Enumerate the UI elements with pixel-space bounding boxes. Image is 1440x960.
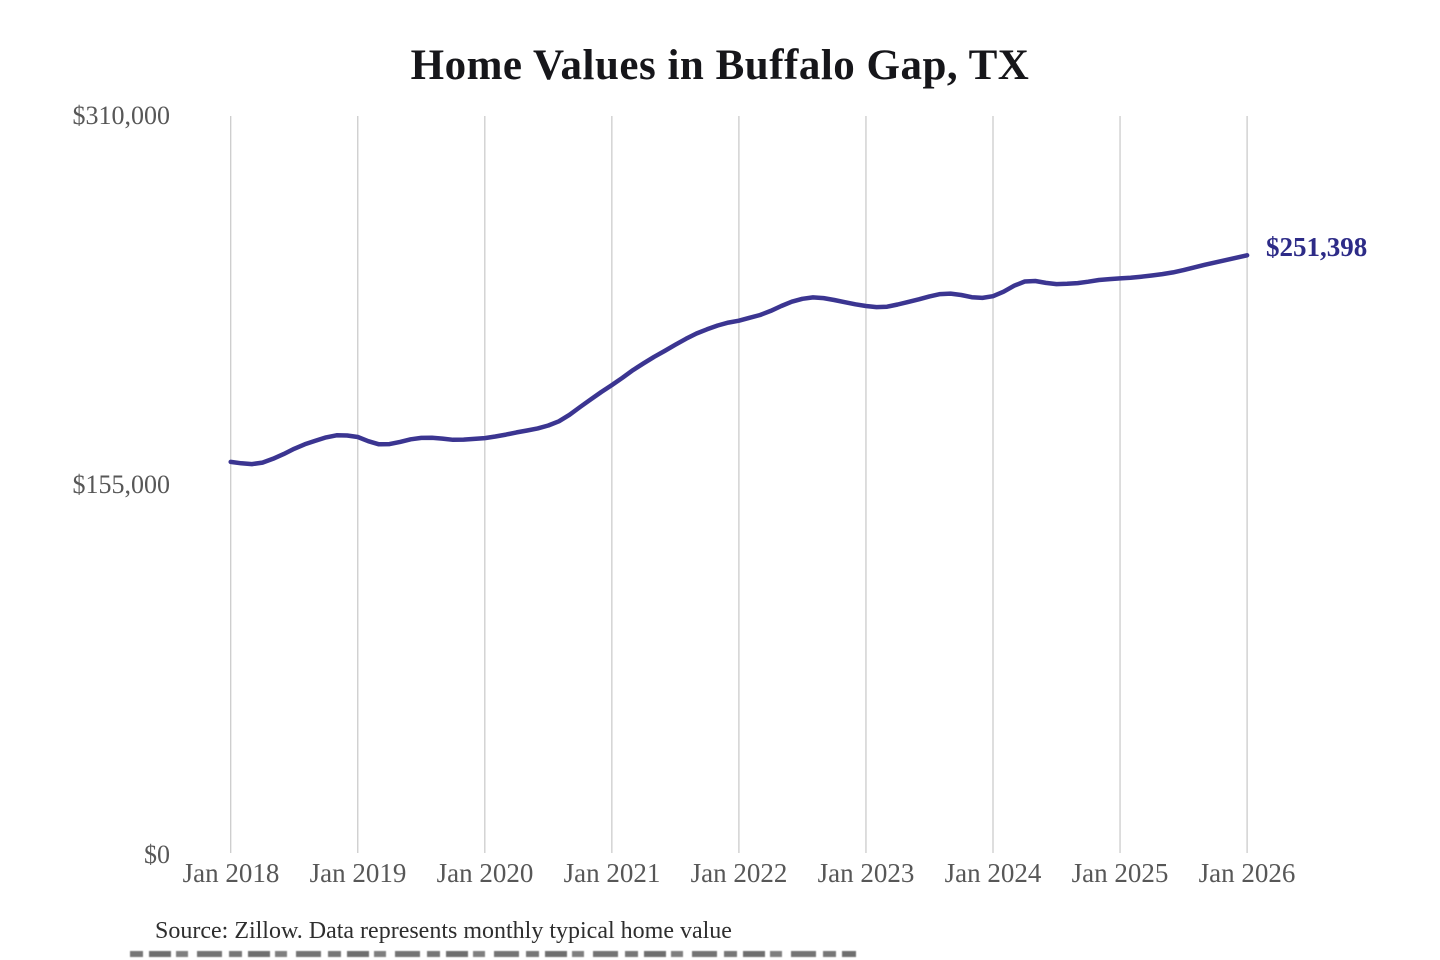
x-tick-label-2021: Jan 2021 [563,858,661,888]
clipped-text-artifact [130,951,856,957]
x-tick-label-2026: Jan 2026 [1198,858,1296,888]
x-tick-label-2020: Jan 2020 [436,858,534,888]
x-tick-label-2025: Jan 2025 [1071,858,1169,888]
y-tick-label-155000: $155,000 [72,470,171,499]
home-value-line [228,253,1250,467]
y-tick-label-310000: $310,000 [72,101,171,130]
y-tick-label-0: $0 [144,840,170,869]
x-tick-label-2019: Jan 2019 [309,858,407,888]
x-tick-label-2022: Jan 2022 [690,858,788,888]
x-tick-label-2023: Jan 2023 [817,858,915,888]
x-tick-label-2018: Jan 2018 [182,858,280,888]
chart-title: Home Values in Buffalo Gap, TX [410,42,1030,89]
final-value-label: $251,398 [1266,232,1368,262]
x-tick-label-2024: Jan 2024 [944,858,1042,888]
source-note: Source: Zillow. Data represents monthly … [155,918,732,944]
